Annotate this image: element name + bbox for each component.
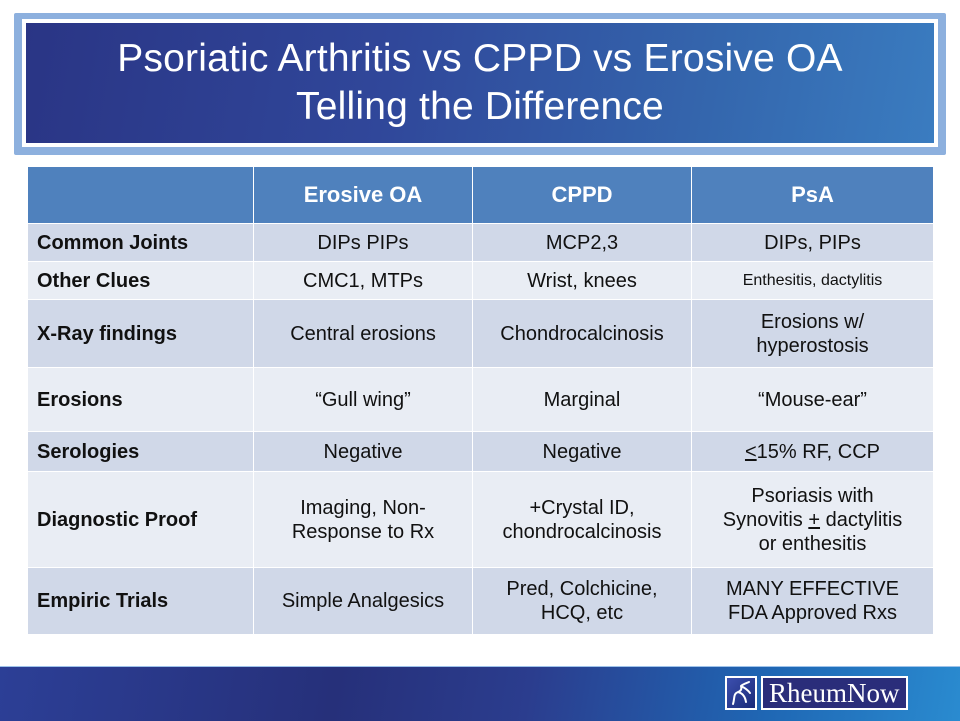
logo-text: RheumNow [761,676,908,710]
row-label: Empiric Trials [27,567,254,635]
header-empty [27,166,254,224]
cell-erosive-oa: CMC1, MTPs [253,261,473,300]
slide-title-line2: Telling the Difference [296,85,664,128]
row-label: Serologies [27,431,254,472]
row-label: Diagnostic Proof [27,471,254,568]
cell-erosive-oa: Simple Analgesics [253,567,473,635]
cell-cppd: Marginal [472,367,692,432]
cell-line: HCQ, etc [540,602,624,624]
title-frame: Psoriatic Arthritis vs CPPD vs Erosive O… [14,13,946,155]
cell-text: dactylitis [820,508,903,531]
cell-line: Response to Rx [291,520,435,543]
header-erosive-oa: Erosive OA [253,166,473,224]
joint-icon [725,676,757,710]
cell-line: FDA Approved Rxs [728,602,897,624]
cell-erosive-oa: “Gull wing” [253,367,473,432]
cell-line: +Crystal ID, [529,496,635,519]
cell-psa: Enthesitis, dactylitis [691,261,934,300]
row-label: Other Clues [27,261,254,300]
cell-psa: <15% RF, CCP [691,431,934,472]
cell-psa: “Mouse-ear” [691,367,934,432]
table-row: Diagnostic Proof Imaging, Non- Response … [27,471,934,568]
cell-erosive-oa: DIPs PIPs [253,223,473,262]
cell-line: Synovitis + dactylitis [696,508,929,532]
title-banner: Psoriatic Arthritis vs CPPD vs Erosive O… [22,19,938,147]
table-row: Other Clues CMC1, MTPs Wrist, knees Enth… [27,261,934,300]
cell-line: hyperostosis [756,334,869,357]
less-than-or-equal-symbol: < [744,440,757,463]
header-cppd: CPPD [472,166,692,224]
table-row: Empiric Trials Simple Analgesics Pred, C… [27,567,934,635]
rheumnow-logo: RheumNow [725,676,908,712]
cell-psa: Psoriasis with Synovitis + dactylitis or… [691,471,934,568]
header-psa: PsA [691,166,934,224]
cell-erosive-oa: Central erosions [253,299,473,368]
cell-line: or enthesitis [758,532,867,555]
cell-text: Synovitis [722,508,809,531]
cell-psa: MANY EFFECTIVE FDA Approved Rxs [691,567,934,635]
cell-text: 15% RF, CCP [756,440,881,463]
cell-cppd: Pred, Colchicine, HCQ, etc [472,567,692,635]
cell-psa: Erosions w/ hyperostosis [691,299,934,368]
plus-minus-symbol: + [808,508,821,531]
cell-erosive-oa: Negative [253,431,473,472]
cell-cppd: +Crystal ID, chondrocalcinosis [472,471,692,568]
cell-line: Pred, Colchicine, [506,578,658,600]
cell-cppd: Wrist, knees [472,261,692,300]
cell-psa: DIPs, PIPs [691,223,934,262]
cell-line: Psoriasis with [751,484,874,507]
table-row: Erosions “Gull wing” Marginal “Mouse-ear… [27,367,934,432]
table-row: Serologies Negative Negative <15% RF, CC… [27,431,934,472]
table-row: Common Joints DIPs PIPs MCP2,3 DIPs, PIP… [27,223,934,262]
table-header-row: Erosive OA CPPD PsA [27,166,934,224]
row-label: Erosions [27,367,254,432]
cell-line: Imaging, Non- [300,496,426,519]
comparison-table: Erosive OA CPPD PsA Common Joints DIPs P… [27,166,934,635]
cell-cppd: MCP2,3 [472,223,692,262]
cell-line: chondrocalcinosis [502,520,662,543]
cell-line: Erosions w/ [760,310,865,333]
cell-erosive-oa: Imaging, Non- Response to Rx [253,471,473,568]
row-label: X-Ray findings [27,299,254,368]
cell-cppd: Negative [472,431,692,472]
cell-cppd: Chondrocalcinosis [472,299,692,368]
slide-title-line1: Psoriatic Arthritis vs CPPD vs Erosive O… [117,37,843,80]
table-row: X-Ray findings Central erosions Chondroc… [27,299,934,368]
row-label: Common Joints [27,223,254,262]
cell-line: MANY EFFECTIVE [726,578,899,600]
